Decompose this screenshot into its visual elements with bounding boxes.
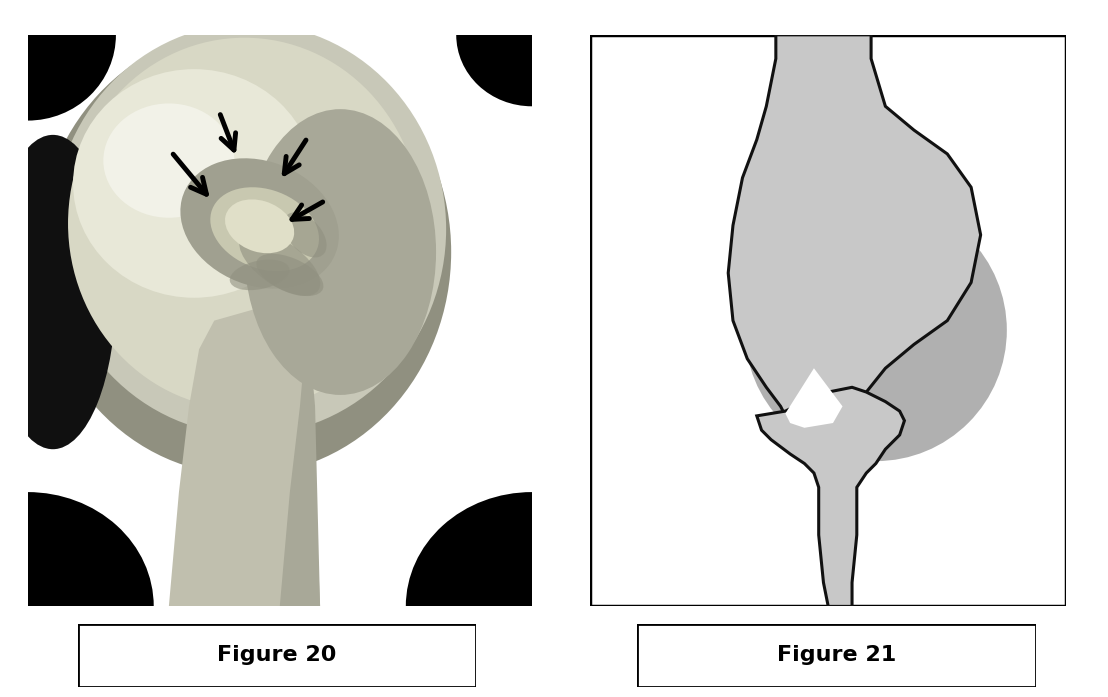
FancyBboxPatch shape [591, 35, 1066, 606]
Polygon shape [757, 388, 904, 606]
Ellipse shape [245, 109, 437, 395]
Ellipse shape [745, 199, 1007, 461]
Ellipse shape [103, 103, 235, 217]
Ellipse shape [225, 199, 295, 253]
Text: Figure 20: Figure 20 [217, 645, 337, 665]
Polygon shape [280, 321, 320, 606]
Polygon shape [168, 309, 320, 606]
Ellipse shape [0, 135, 116, 449]
Ellipse shape [181, 158, 339, 289]
Ellipse shape [53, 24, 447, 435]
Ellipse shape [284, 213, 327, 257]
Ellipse shape [38, 29, 451, 475]
Ellipse shape [456, 0, 607, 106]
Polygon shape [786, 368, 842, 428]
Ellipse shape [68, 38, 421, 409]
Ellipse shape [406, 492, 658, 697]
Ellipse shape [0, 0, 116, 121]
FancyBboxPatch shape [637, 624, 1036, 687]
Ellipse shape [0, 492, 154, 697]
Polygon shape [728, 35, 981, 425]
Ellipse shape [211, 187, 319, 271]
Ellipse shape [256, 254, 324, 296]
FancyBboxPatch shape [78, 624, 476, 687]
Text: Figure 21: Figure 21 [777, 645, 896, 665]
Ellipse shape [239, 231, 320, 296]
Ellipse shape [73, 69, 315, 298]
Ellipse shape [229, 259, 289, 290]
